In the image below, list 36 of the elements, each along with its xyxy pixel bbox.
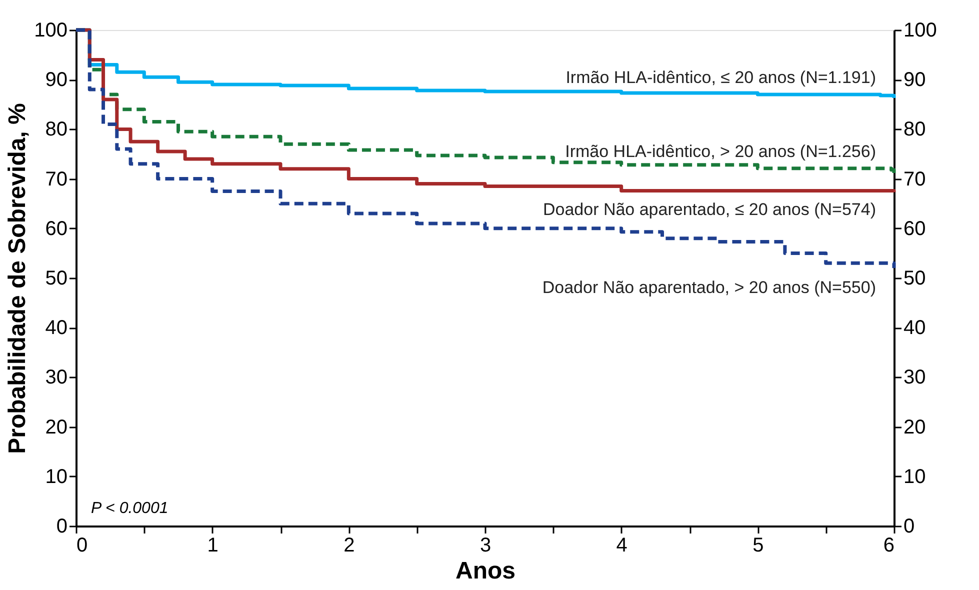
y2-tick-label: 30	[904, 366, 926, 389]
y2-tick-label: 100	[904, 20, 937, 42]
x-tick-label: 1	[207, 534, 218, 556]
series-label: Doador Não aparentado, ≤ 20 anos (N=574)	[542, 200, 876, 220]
y2-tick-label: 0	[904, 516, 915, 538]
y-tick-label: 70	[45, 168, 68, 190]
y-tick-label: 80	[45, 118, 68, 141]
x-axis-title: Anos	[456, 558, 516, 584]
x-tick-label: 6	[883, 534, 894, 556]
y-tick-label: 100	[34, 20, 68, 42]
y-tick-label: 0	[56, 516, 68, 538]
series-label: Irmão HLA-idêntico, > 20 anos (N=1.256)	[565, 142, 876, 162]
y2-tick-label: 20	[904, 416, 926, 438]
series-label: Irmão HLA-idêntico, ≤ 20 anos (N=1.191)	[566, 68, 876, 88]
y-tick-label: 50	[45, 268, 68, 290]
y-tick-label: 20	[45, 416, 68, 438]
y-tick-label: 10	[45, 466, 68, 488]
y2-tick-label: 10	[904, 466, 926, 488]
y-tick-label: 60	[45, 218, 68, 240]
x-tick-label: 4	[616, 534, 628, 556]
y-tick-label: 30	[45, 366, 68, 389]
y-tick-label: 90	[45, 69, 68, 92]
y2-tick-label: 50	[904, 268, 926, 290]
y2-tick-label: 40	[904, 317, 926, 340]
annotation: P < 0.0001	[91, 500, 168, 517]
x-tick-label: 0	[76, 534, 88, 556]
y-tick-label: 40	[45, 317, 68, 340]
y-axis-title: Probabilidade de Sobrevida, %	[4, 103, 32, 454]
x-tick-label: 5	[752, 534, 764, 556]
series-label: Doador Não aparentado, > 20 anos (N=550)	[542, 278, 876, 297]
y2-tick-label: 90	[904, 69, 926, 92]
x-tick-label: 3	[480, 534, 492, 556]
y2-tick-label: 80	[904, 118, 926, 141]
y2-tick-label: 60	[904, 218, 926, 240]
x-tick-label: 2	[344, 534, 355, 556]
y2-tick-label: 70	[904, 168, 926, 190]
